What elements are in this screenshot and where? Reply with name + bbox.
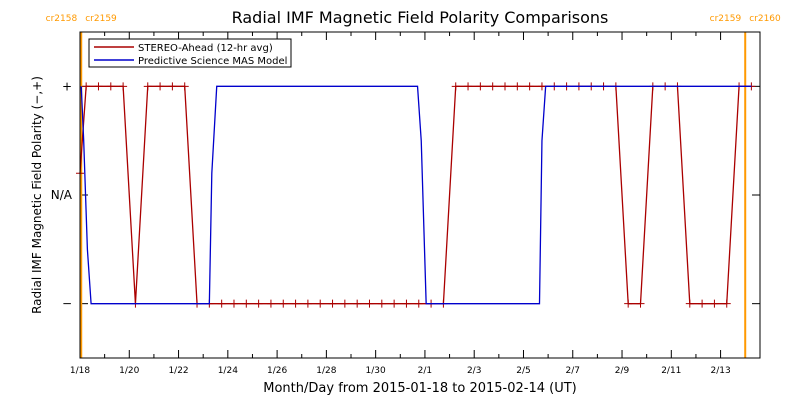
chart-title: Radial IMF Magnetic Field Polarity Compa… (232, 8, 609, 27)
data-point-marker (180, 82, 189, 91)
data-point-marker (476, 82, 485, 91)
carrington-label-right: cr2159 (85, 14, 117, 24)
series-layer (76, 82, 756, 308)
data-point-marker (513, 82, 522, 91)
data-point-marker (279, 299, 288, 308)
plot-frame (79, 31, 761, 359)
y-tick-label: N/A (51, 188, 73, 202)
data-point-marker (303, 299, 312, 308)
axis-labels: 1/18 1/20 1/22 1/24 1/26 1/28 1/30 2/1 2/3 2/5 2/7… (51, 79, 731, 376)
x-tick-label: 2/13 (710, 366, 730, 376)
data-point-marker (94, 82, 103, 91)
y-tick-label: + (62, 79, 72, 93)
tick-marks (79, 32, 760, 358)
data-point-marker (316, 299, 325, 308)
data-point-marker (168, 82, 177, 91)
data-point-marker (464, 82, 473, 91)
x-tick-label: 2/1 (418, 366, 432, 376)
carrington-label-left: cr2159 (710, 14, 742, 24)
x-tick-label: 2/7 (566, 366, 580, 376)
x-tick-label: 2/5 (516, 366, 530, 376)
data-point-marker (254, 299, 263, 308)
data-point-marker (328, 299, 337, 308)
data-point-marker (291, 299, 300, 308)
data-point-marker (698, 299, 707, 308)
x-tick-label: 2/11 (661, 366, 681, 376)
data-point-marker (636, 299, 645, 308)
x-tick-label: 2/9 (615, 366, 630, 376)
carrington-label-left: cr2158 (46, 14, 78, 24)
y-tick-label: − (62, 297, 72, 311)
data-point-marker (402, 299, 411, 308)
data-point-marker (390, 299, 399, 308)
data-point-marker (365, 299, 374, 308)
data-point-marker (242, 299, 251, 308)
x-tick-label: 1/30 (366, 366, 386, 376)
legend-label-stereo-ahead: STEREO-Ahead (12-hr avg) (138, 43, 273, 54)
x-tick-label: 1/28 (316, 366, 336, 376)
data-point-marker (451, 82, 460, 91)
legend: STEREO-Ahead (12-hr avg) Predictive Scie… (88, 38, 292, 68)
data-point-marker (266, 299, 275, 308)
series-line (80, 85, 752, 305)
x-tick-label: 2/3 (467, 366, 481, 376)
data-point-marker (537, 82, 546, 91)
data-point-marker (340, 299, 349, 308)
data-point-marker (377, 299, 386, 308)
data-point-marker (82, 82, 91, 91)
legend-box (88, 38, 292, 68)
data-point-marker (106, 82, 115, 91)
data-point-marker (525, 82, 534, 91)
data-point-marker (685, 299, 694, 308)
x-tick-label: 1/22 (168, 366, 188, 376)
x-axis-label: Month/Day from 2015-01-18 to 2015-02-14 … (263, 381, 576, 396)
data-point-marker (501, 82, 509, 91)
y-axis-label: Radial IMF Magnetic Field Polarity (−,+) (30, 76, 44, 314)
data-point-marker (710, 299, 719, 308)
data-point-marker (624, 299, 633, 308)
data-point-marker (217, 299, 226, 308)
data-point-marker (488, 82, 497, 91)
data-point-marker (414, 299, 423, 308)
data-point-marker (156, 82, 165, 91)
data-point-marker (353, 299, 362, 308)
x-tick-label: 1/24 (218, 366, 238, 376)
legend-label-mas-model: Predictive Science MAS Model (138, 56, 287, 67)
x-tick-label: 1/26 (267, 366, 287, 376)
x-tick-label: 1/18 (70, 366, 90, 376)
data-point-marker (229, 299, 238, 308)
data-point-marker (119, 82, 128, 91)
carrington-label-right: cr2160 (749, 14, 781, 24)
data-point-marker (143, 82, 152, 91)
data-point-marker (722, 299, 731, 308)
x-tick-label: 1/20 (119, 366, 139, 376)
